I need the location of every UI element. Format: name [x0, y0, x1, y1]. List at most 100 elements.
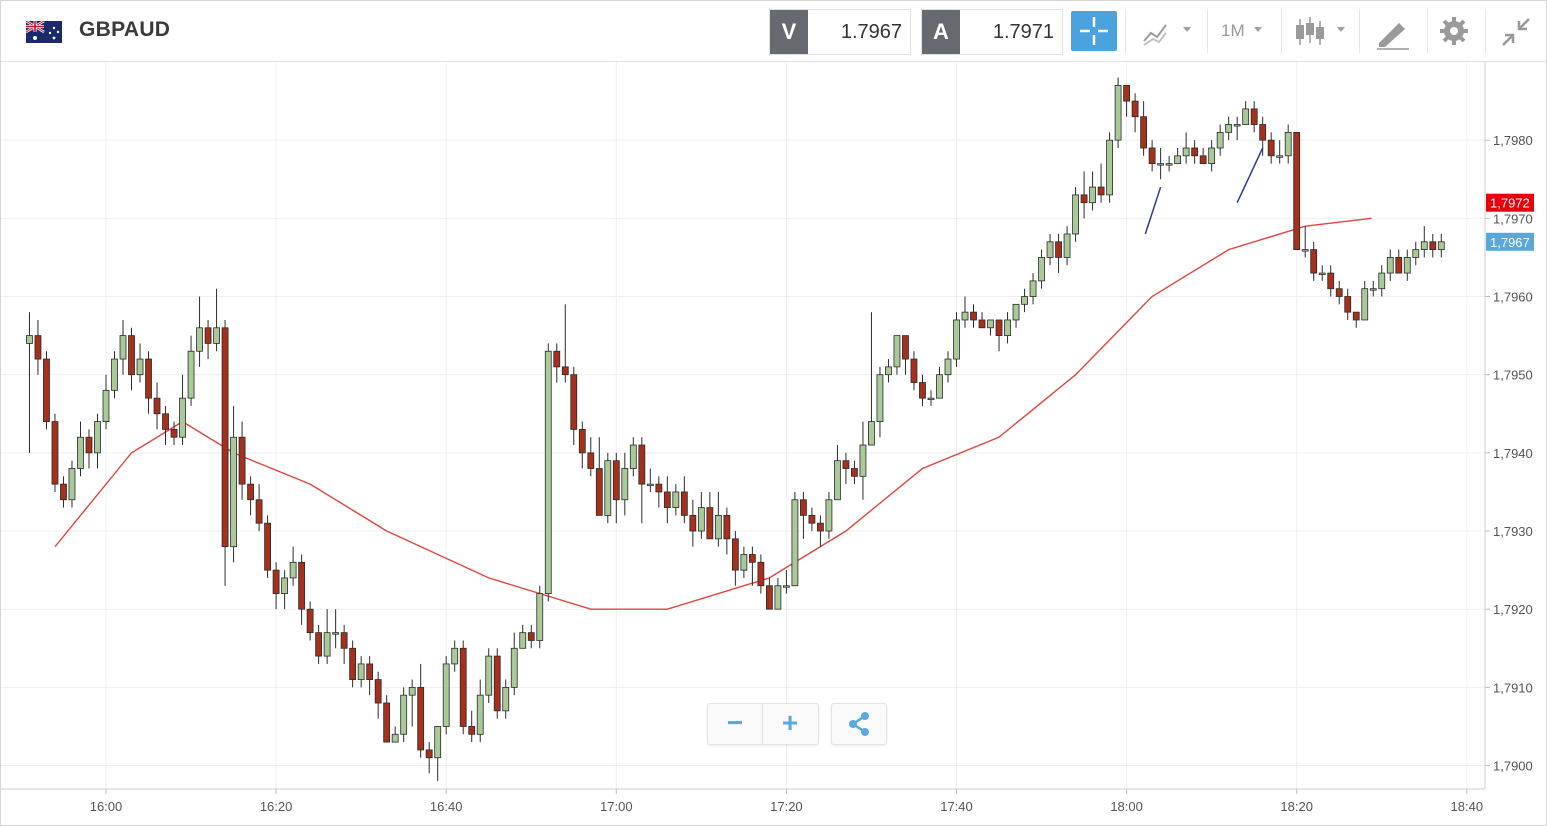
bid-price-tag	[1486, 232, 1534, 251]
sell-price-box[interactable]: V 1.7967	[769, 9, 911, 55]
candle	[51, 413, 59, 492]
candle	[1395, 249, 1403, 274]
candle-body	[536, 593, 544, 641]
candle-body	[1267, 139, 1275, 157]
price-chart[interactable]: 1,7900 1,7910 1,7920 1,7930 1,7940 1,7950 1,79…	[1, 62, 1546, 825]
candle-body	[1301, 249, 1309, 252]
candle-body	[1327, 272, 1335, 290]
candle	[1293, 131, 1301, 251]
chart-type-button[interactable]	[1291, 9, 1353, 53]
candle	[1055, 233, 1062, 274]
candle-body	[94, 421, 101, 454]
candle-body	[1072, 194, 1079, 235]
candle	[323, 609, 331, 664]
candle-body	[561, 366, 569, 376]
collapse-button[interactable]	[1495, 9, 1539, 53]
candle	[1089, 171, 1096, 211]
candle	[1412, 241, 1420, 266]
flag-icon	[26, 21, 62, 43]
candle-body	[978, 319, 986, 329]
candle-body	[672, 491, 680, 508]
candle	[970, 304, 977, 328]
candle-body	[451, 647, 459, 665]
buy-price-box[interactable]: A 1.7971	[921, 9, 1063, 55]
candle-body	[987, 319, 994, 329]
indicators-button[interactable]	[1139, 9, 1199, 53]
candle	[1080, 171, 1088, 219]
candle-body	[102, 389, 110, 422]
drawing-tools-button[interactable]	[1369, 9, 1419, 53]
candle-body	[774, 585, 782, 610]
crosshair-button[interactable]	[1071, 11, 1117, 51]
candle	[1225, 116, 1233, 141]
candle	[221, 319, 229, 586]
candle-body	[1318, 272, 1326, 275]
y-tick-label: 1,7970	[1493, 211, 1533, 226]
zoom-in-button[interactable]: +	[781, 707, 799, 738]
candle-body	[902, 335, 909, 360]
candle	[213, 288, 220, 352]
candle-body	[1233, 124, 1241, 127]
share-button[interactable]	[831, 703, 887, 745]
candle-body	[1437, 241, 1445, 251]
candle	[927, 390, 935, 406]
candle	[1216, 124, 1224, 156]
candle	[26, 312, 33, 453]
y-tick-label: 1,7930	[1493, 524, 1533, 539]
timeframe-select[interactable]: 1M	[1215, 9, 1275, 53]
candle	[1429, 233, 1437, 258]
candle-body	[578, 429, 586, 454]
candle	[442, 656, 450, 735]
candle-body	[595, 468, 603, 516]
candle-body	[1097, 186, 1105, 196]
y-tick-label: 1,7960	[1493, 290, 1533, 305]
gear-icon	[1440, 17, 1468, 45]
candle-body	[910, 358, 918, 383]
candle-body	[1055, 241, 1062, 258]
candle	[1199, 147, 1207, 165]
candle	[1106, 132, 1113, 203]
candle	[43, 351, 50, 430]
candle	[561, 304, 569, 383]
candle-body	[1174, 155, 1182, 165]
candle-body	[1123, 85, 1130, 102]
candle	[102, 374, 110, 430]
candle	[485, 648, 493, 704]
candle	[264, 515, 271, 578]
candle-body	[714, 514, 722, 540]
candle	[34, 319, 42, 375]
candle	[765, 577, 773, 610]
candle-body	[77, 436, 84, 469]
candle	[468, 710, 476, 743]
candle-body	[196, 327, 203, 352]
candle-body	[1293, 131, 1301, 251]
candle	[1208, 140, 1216, 172]
candle	[604, 452, 612, 524]
candle	[1386, 249, 1394, 281]
x-tick-label: 16:20	[260, 799, 293, 814]
candle-body	[315, 632, 323, 657]
candle	[893, 335, 901, 375]
candle-body	[1004, 319, 1011, 337]
settings-button[interactable]	[1435, 9, 1475, 53]
candle	[655, 476, 663, 508]
candle	[374, 671, 382, 719]
candle	[1318, 265, 1326, 281]
candle	[876, 366, 884, 438]
candle-body	[170, 429, 178, 438]
candle	[170, 421, 178, 446]
candle-body	[1361, 288, 1369, 321]
candle	[1344, 288, 1352, 320]
candle-body	[247, 483, 254, 501]
candle-body	[1335, 288, 1343, 297]
candle-body	[1029, 280, 1037, 297]
candle	[553, 343, 561, 383]
zoom-out-button[interactable]: −	[726, 707, 744, 738]
candle	[255, 484, 263, 532]
candle	[94, 413, 101, 469]
x-tick-label: 17:00	[600, 799, 633, 814]
candle	[587, 437, 595, 477]
candle	[800, 491, 807, 539]
candle-body	[1276, 155, 1284, 158]
candle-body	[604, 460, 612, 516]
